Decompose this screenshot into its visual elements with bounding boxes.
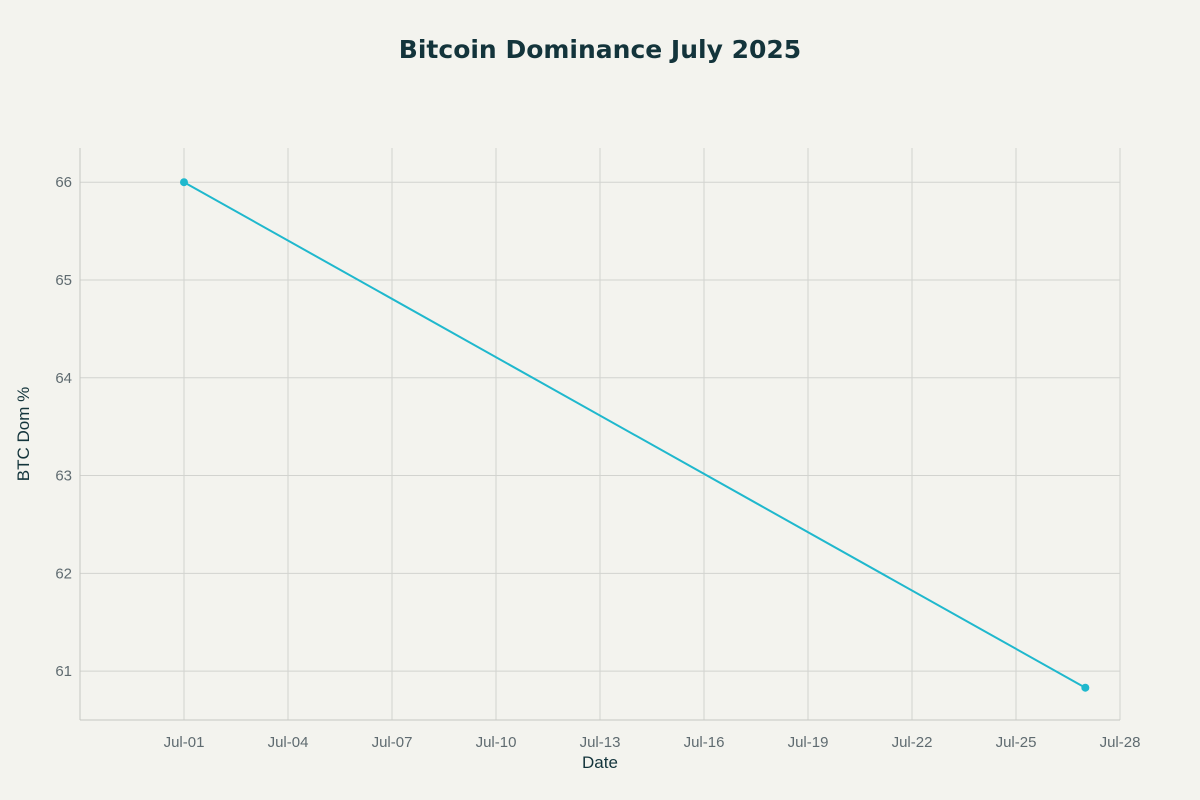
y-tick-label: 66 [55,174,72,191]
x-tick-label: Jul-10 [476,734,517,751]
y-axis-title: BTC Dom % [14,387,33,481]
data-point[interactable] [180,178,188,187]
x-tick-label: Jul-25 [996,734,1037,751]
chart-title: Bitcoin Dominance July 2025 [399,35,801,64]
y-tick-label: 62 [55,565,72,582]
y-gridlines [80,181,1120,672]
data-point[interactable] [1081,683,1090,692]
y-tick-label: 61 [55,663,72,680]
x-tick-label: Jul-04 [268,734,309,751]
y-tick-labels: 61 62 63 64 65 66 [55,174,72,680]
x-axis-title: Date [582,753,618,772]
x-tick-label: Jul-16 [684,734,725,751]
series-line [183,181,1086,689]
x-gridlines [183,148,1121,720]
x-tick-label: Jul-13 [580,734,621,751]
series-layer [180,178,1090,692]
y-tick-label: 63 [55,468,72,485]
x-tick-label: Jul-07 [372,734,413,751]
x-tick-label: Jul-22 [892,734,933,751]
y-tick-label: 65 [55,272,72,289]
x-tick-labels: Jul-01 Jul-04 Jul-07 Jul-10 Jul-13 Jul-16 Jul-… [164,734,1141,751]
y-tick-label: 64 [55,370,72,387]
x-tick-label: Jul-28 [1100,734,1141,751]
x-tick-label: Jul-19 [788,734,829,751]
x-tick-label: Jul-01 [164,734,205,751]
